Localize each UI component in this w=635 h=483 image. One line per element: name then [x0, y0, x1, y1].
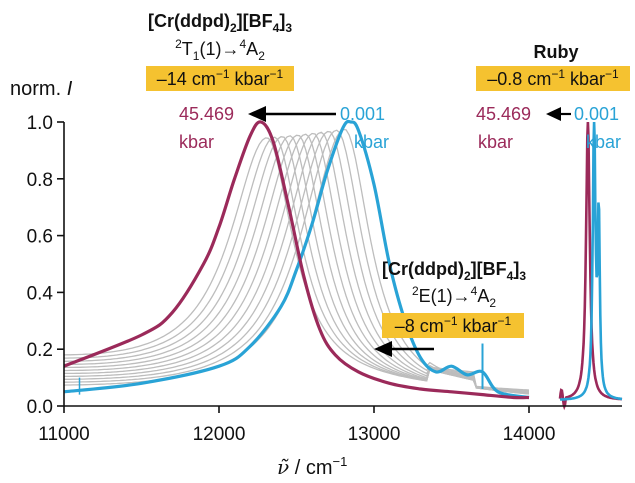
t1-high-pressure-value: 45.469: [179, 104, 234, 124]
t1-shift-highlight: [146, 66, 294, 91]
y-axis-label: norm. I: [10, 78, 73, 100]
intermediate-pressure-curve: [64, 136, 530, 392]
x-axis-label: ν̃ / cm−1: [277, 454, 347, 479]
t1-high-pressure-unit: kbar: [179, 132, 214, 152]
t1-annotation: [Cr(ddpd)2][BF4]3 2T1(1)→4A2 –14 cm−1 kb…: [146, 11, 389, 152]
y-tick-label: 0.4: [27, 283, 54, 304]
e-shift-highlight: [382, 313, 524, 338]
ruby-annotation: Ruby –0.8 cm−1 kbar−1 45.469 kbar 0.001 …: [476, 42, 630, 152]
x-tick-label: 11000: [38, 424, 89, 445]
ticks: 11000 12000 13000 14000 0.0 0.2 0.4 0.6 0.8 1.0: [27, 113, 556, 445]
main-curves: [63, 119, 623, 411]
y-tick-label: 0.0: [27, 397, 53, 418]
t1-shift-label: –14 cm−1 kbar−1: [157, 67, 284, 89]
ruby-low-pressure-line: [559, 121, 622, 401]
e-shift-arrowhead: [374, 341, 392, 357]
t1-compound-label: [Cr(ddpd)2][BF4]3: [148, 11, 292, 35]
ruby-high-pressure-value: 45.469: [476, 104, 531, 124]
y-tick-label: 1.0: [27, 113, 53, 134]
t1-transition-label: 2T1(1)→4A2: [175, 37, 265, 63]
intermediate-pressure-curve: [63, 137, 530, 391]
intermediate-pressure-curve: [64, 136, 530, 392]
y-tick-label: 0.6: [27, 227, 53, 248]
e-transition-label: 2E(1)→4A2: [412, 284, 496, 310]
x-tick-label: 12000: [193, 424, 246, 445]
low-pressure-curve: [63, 119, 530, 400]
ruby-low-pressure-value: 0.001: [574, 104, 619, 124]
y-tick-label: 0.8: [27, 170, 53, 191]
ruby-shift-highlight: [476, 66, 630, 91]
e-annotation: [Cr(ddpd)2][BF4]3 2E(1)→4A2 –8 cm−1 kbar…: [374, 259, 526, 357]
high-pressure-curve: [63, 120, 530, 400]
ruby-low-pressure-unit: kbar: [586, 132, 621, 152]
x-tick-label: 14000: [503, 424, 556, 445]
ruby-title: Ruby: [534, 42, 579, 62]
e-compound-label: [Cr(ddpd)2][BF4]3: [382, 259, 526, 283]
t1-low-pressure-unit: kbar: [354, 132, 389, 152]
ruby-high-pressure-unit: kbar: [478, 132, 513, 152]
t1-low-pressure-value: 0.001: [340, 104, 385, 124]
y-tick-label: 0.2: [27, 340, 53, 361]
x-tick-label: 13000: [348, 424, 401, 445]
ruby-shift-arrowhead: [546, 107, 561, 121]
t1-shift-arrowhead: [248, 106, 266, 122]
ruby-shift-label: –0.8 cm−1 kbar−1: [487, 67, 619, 89]
e-shift-label: –8 cm−1 kbar−1: [395, 314, 512, 336]
